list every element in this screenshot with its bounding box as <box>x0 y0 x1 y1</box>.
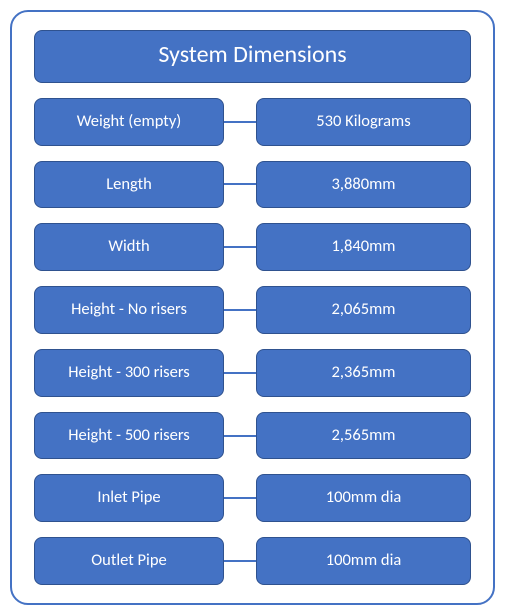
label-text: Width <box>108 237 149 257</box>
label-text: Weight (empty) <box>77 112 182 132</box>
connector-line <box>224 435 256 437</box>
table-row: Width 1,840mm <box>34 223 471 271</box>
value-text: 3,880mm <box>332 175 396 195</box>
table-row: Height - No risers 2,065mm <box>34 286 471 334</box>
connector-line <box>224 309 256 311</box>
label-cell: Length <box>34 161 224 209</box>
connector-line <box>224 372 256 374</box>
table-row: Weight (empty) 530 Kilograms <box>34 98 471 146</box>
value-text: 2,065mm <box>332 300 396 320</box>
label-text: Outlet Pipe <box>91 551 166 571</box>
value-cell: 100mm dia <box>256 474 471 522</box>
label-cell: Weight (empty) <box>34 98 224 146</box>
value-cell: 3,880mm <box>256 161 471 209</box>
value-text: 1,840mm <box>332 237 396 257</box>
title-box: System Dimensions <box>34 30 471 83</box>
label-cell: Height - No risers <box>34 286 224 334</box>
value-cell: 100mm dia <box>256 537 471 585</box>
value-text: 530 Kilograms <box>316 112 410 132</box>
label-text: Length <box>106 175 152 195</box>
connector-line <box>224 183 256 185</box>
connector-line <box>224 121 256 123</box>
value-cell: 530 Kilograms <box>256 98 471 146</box>
label-text: Height - 300 risers <box>68 363 190 383</box>
label-cell: Outlet Pipe <box>34 537 224 585</box>
label-cell: Height - 300 risers <box>34 349 224 397</box>
label-text: Height - No risers <box>71 300 187 320</box>
table-row: Height - 300 risers 2,365mm <box>34 349 471 397</box>
value-cell: 2,065mm <box>256 286 471 334</box>
label-cell: Width <box>34 223 224 271</box>
value-text: 100mm dia <box>326 488 402 508</box>
label-cell: Inlet Pipe <box>34 474 224 522</box>
value-text: 2,565mm <box>332 426 396 446</box>
table-row: Inlet Pipe 100mm dia <box>34 474 471 522</box>
value-text: 100mm dia <box>326 551 402 571</box>
value-cell: 2,565mm <box>256 412 471 460</box>
connector-line <box>224 560 256 562</box>
dimensions-frame: System Dimensions Weight (empty) 530 Kil… <box>10 10 495 605</box>
label-text: Inlet Pipe <box>97 488 160 508</box>
connector-line <box>224 246 256 248</box>
table-row: Outlet Pipe 100mm dia <box>34 537 471 585</box>
value-cell: 2,365mm <box>256 349 471 397</box>
connector-line <box>224 497 256 499</box>
value-cell: 1,840mm <box>256 223 471 271</box>
table-row: Length 3,880mm <box>34 161 471 209</box>
title-text: System Dimensions <box>158 40 346 69</box>
value-text: 2,365mm <box>332 363 396 383</box>
label-cell: Height - 500 risers <box>34 412 224 460</box>
label-text: Height - 500 risers <box>68 426 190 446</box>
table-row: Height - 500 risers 2,565mm <box>34 412 471 460</box>
